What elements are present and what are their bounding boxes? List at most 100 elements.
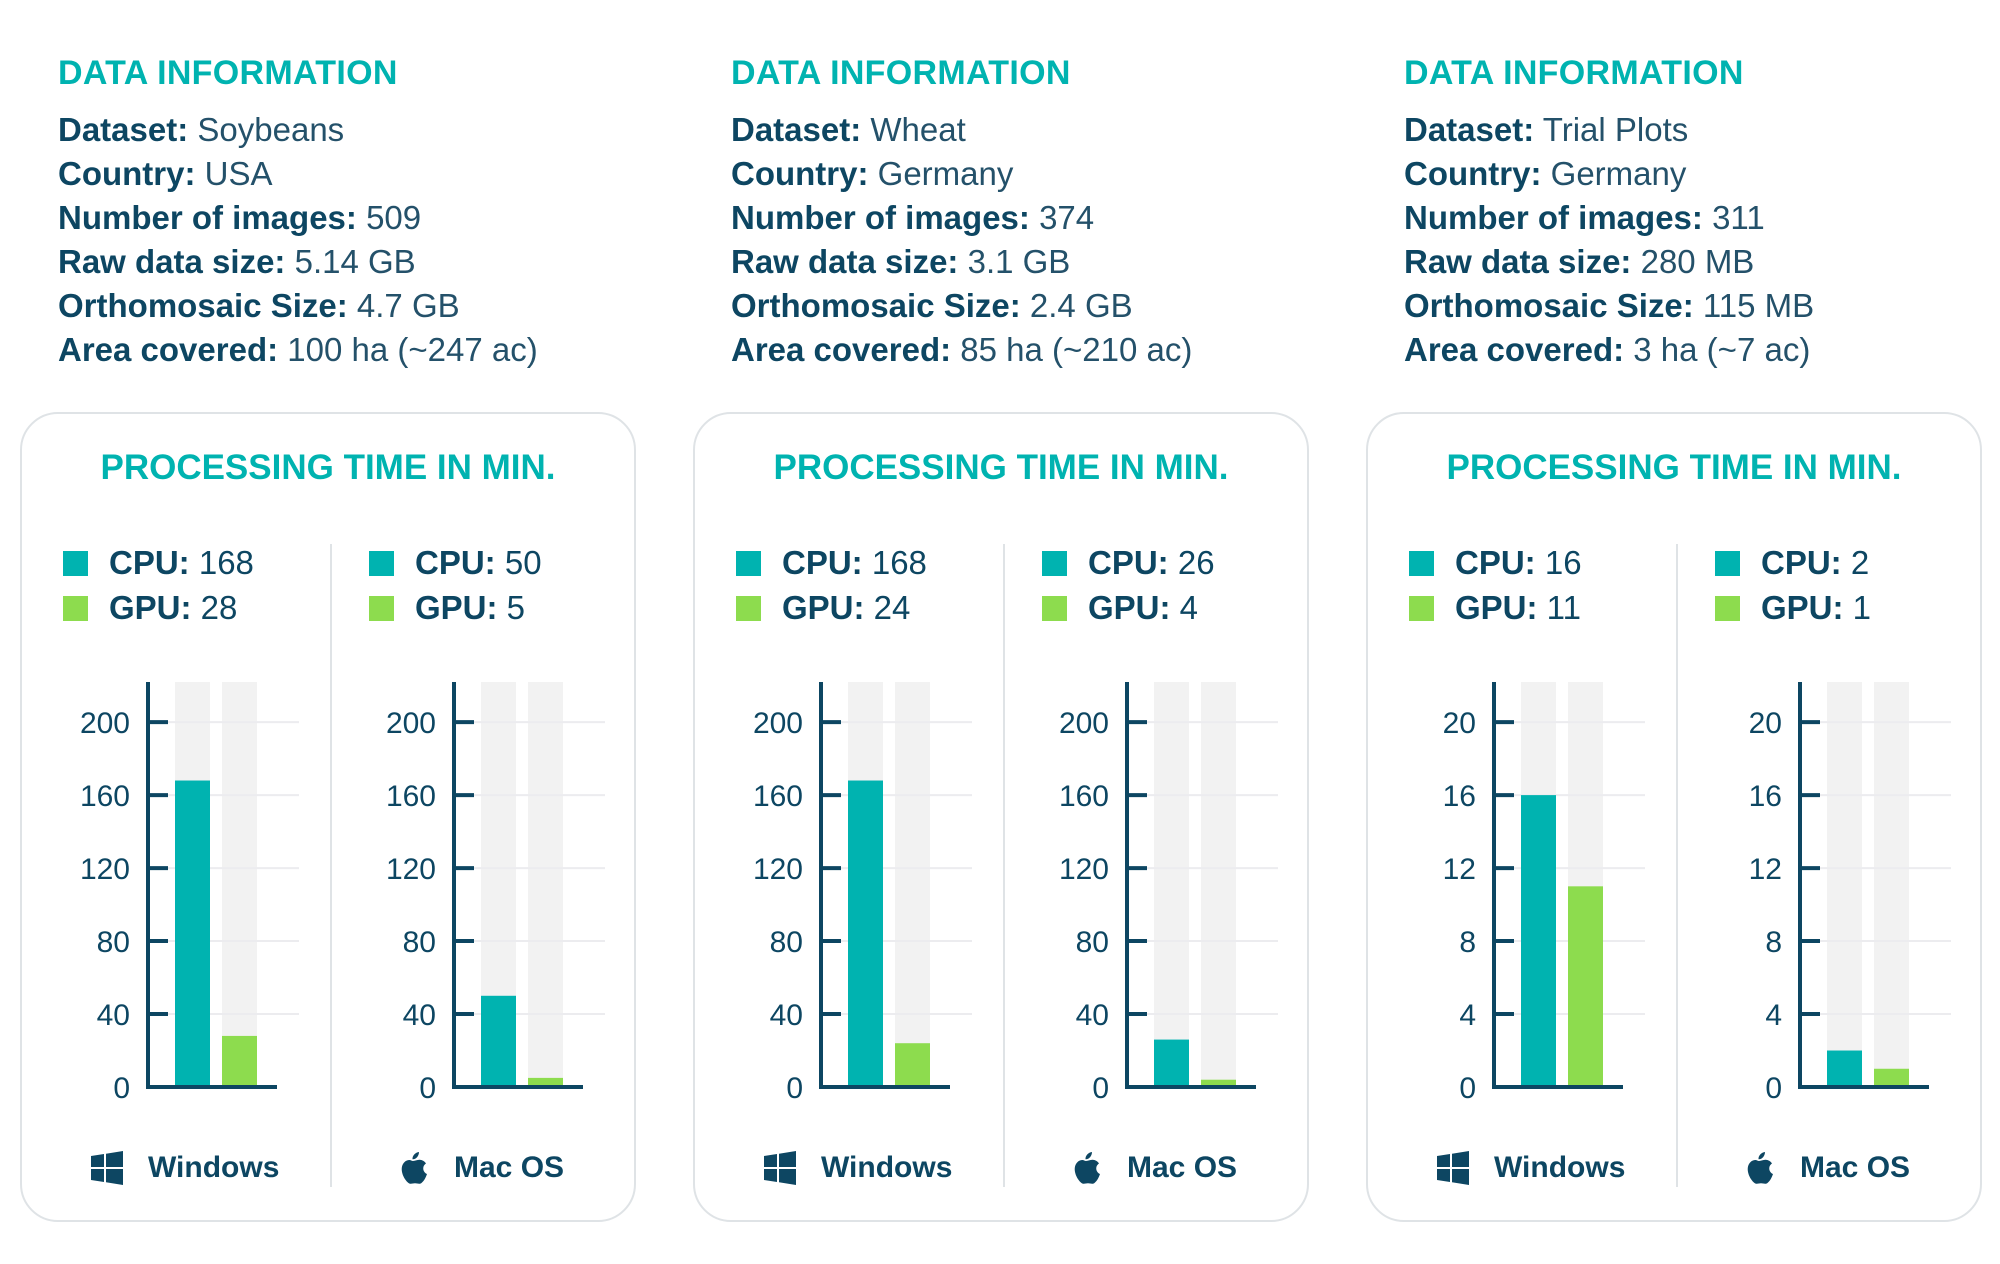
legend-value: 1 xyxy=(1852,589,1872,626)
legend-label: GPU: xyxy=(1088,589,1171,626)
info-value: USA xyxy=(204,155,273,192)
info-label: Orthomosaic Size: xyxy=(1404,287,1694,324)
os-chart-windows: CPU: 168 GPU: 24 0 40 80 120 160 200 Windows xyxy=(695,414,1001,1220)
info-value: 115 MB xyxy=(1702,287,1815,324)
y-tick-label: 160 xyxy=(753,780,803,813)
y-tick-label: 160 xyxy=(386,780,436,813)
legend-swatch xyxy=(369,551,394,576)
legend-label: GPU: xyxy=(415,589,498,626)
info-value: Soybeans xyxy=(197,111,345,148)
info-label: Number of images: xyxy=(731,199,1030,236)
legend-value: 16 xyxy=(1544,544,1582,581)
legend-text: GPU: 11 xyxy=(1455,588,1581,628)
info-row: Area covered: 85 ha (~210 ac) xyxy=(731,328,1192,372)
bar-chart: 0 40 80 120 160 200 xyxy=(1059,682,1278,1104)
bar-cpu xyxy=(1827,1050,1862,1087)
info-row: Number of images: 509 xyxy=(58,196,538,240)
bar-cpu xyxy=(1521,795,1556,1087)
apple-icon xyxy=(1074,1152,1100,1184)
bar-cpu xyxy=(1154,1039,1189,1087)
info-row: Orthomosaic Size: 2.4 GB xyxy=(731,284,1192,328)
legend-value: 2 xyxy=(1850,544,1870,581)
apple-icon xyxy=(401,1152,427,1184)
processing-time-card: PROCESSING TIME IN MIN. CPU: 168 GPU: 28 0 4… xyxy=(20,412,636,1222)
legend-value: 28 xyxy=(200,589,238,626)
legend-label: GPU: xyxy=(1455,589,1538,626)
y-tick-label: 0 xyxy=(1459,1072,1476,1104)
legend-value: 168 xyxy=(871,544,927,581)
bar-gpu xyxy=(1568,886,1603,1087)
info-value: Wheat xyxy=(870,111,966,148)
legend-swatch xyxy=(1042,551,1067,576)
divider xyxy=(1003,544,1005,1187)
processing-time-card: PROCESSING TIME IN MIN. CPU: 168 GPU: 24 0 4… xyxy=(693,412,1309,1222)
info-title: DATA INFORMATION xyxy=(731,54,1071,92)
y-tick-label: 0 xyxy=(1765,1072,1782,1104)
divider xyxy=(1676,544,1678,1187)
info-label: Number of images: xyxy=(1404,199,1703,236)
y-tick-label: 160 xyxy=(1059,780,1109,813)
y-tick-label: 8 xyxy=(1459,926,1476,959)
bar-track xyxy=(895,682,930,1087)
info-row: Dataset: Trial Plots xyxy=(1404,108,1814,152)
card-title: PROCESSING TIME IN MIN. xyxy=(773,448,1229,487)
bar-cpu xyxy=(848,780,883,1087)
info-label: Country: xyxy=(58,155,196,192)
bar-chart: 0 40 80 120 160 200 xyxy=(753,682,972,1104)
y-tick-label: 40 xyxy=(97,999,130,1032)
legend-text: CPU: 50 xyxy=(415,543,542,583)
info-label: Raw data size: xyxy=(731,243,959,280)
info-value: Germany xyxy=(1550,155,1687,192)
y-tick-label: 120 xyxy=(1059,853,1109,886)
legend-swatch xyxy=(736,596,761,621)
legend-swatch xyxy=(1409,596,1434,621)
os-chart-mac-os: CPU: 2 GPU: 1 0 4 8 12 16 20 Mac OS xyxy=(1674,414,1980,1220)
info-label: Number of images: xyxy=(58,199,357,236)
info-row: Area covered: 100 ha (~247 ac) xyxy=(58,328,538,372)
info-value: 2.4 GB xyxy=(1029,287,1133,324)
bar-chart: 0 40 80 120 160 200 xyxy=(386,682,605,1104)
info-value: Trial Plots xyxy=(1542,111,1689,148)
bar-cpu xyxy=(175,780,210,1087)
bar-gpu xyxy=(528,1077,563,1087)
y-tick-label: 20 xyxy=(1749,707,1782,740)
info-value: 100 ha (~247 ac) xyxy=(287,331,538,368)
y-tick-label: 120 xyxy=(753,853,803,886)
info-row: Number of images: 311 xyxy=(1404,196,1814,240)
os-label: Windows xyxy=(763,1146,952,1190)
legend-text: GPU: 5 xyxy=(415,588,525,628)
bar-track xyxy=(1874,682,1909,1087)
legend-text: CPU: 168 xyxy=(109,543,254,583)
bar-track xyxy=(222,682,257,1087)
bar-gpu xyxy=(222,1035,257,1087)
os-name: Windows xyxy=(1494,1151,1626,1184)
y-tick-label: 120 xyxy=(80,853,130,886)
legend-text: GPU: 24 xyxy=(782,588,910,628)
legend-value: 26 xyxy=(1177,544,1215,581)
info-value: 311 xyxy=(1712,199,1765,236)
card-title: PROCESSING TIME IN MIN. xyxy=(1446,448,1902,487)
info-row: Number of images: 374 xyxy=(731,196,1192,240)
legend-value: 50 xyxy=(504,544,542,581)
y-tick-label: 4 xyxy=(1765,999,1782,1032)
legend-text: GPU: 1 xyxy=(1761,588,1871,628)
data-information: DATA INFORMATION Dataset: Trial Plots Coun… xyxy=(1404,50,1814,372)
legend-value: 4 xyxy=(1179,589,1199,626)
legend-value: 168 xyxy=(198,544,254,581)
legend-swatch xyxy=(1409,551,1434,576)
os-name: Mac OS xyxy=(1800,1151,1911,1184)
y-tick-label: 4 xyxy=(1459,999,1476,1032)
info-value: 4.7 GB xyxy=(356,287,460,324)
bar-chart: 0 4 8 12 16 20 xyxy=(1443,682,1645,1104)
y-tick-label: 80 xyxy=(770,926,803,959)
info-value: 280 MB xyxy=(1640,243,1755,280)
bar-cpu xyxy=(481,995,516,1087)
legend-text: GPU: 28 xyxy=(109,588,237,628)
info-value: Germany xyxy=(877,155,1014,192)
y-tick-label: 0 xyxy=(113,1072,130,1104)
y-tick-label: 0 xyxy=(786,1072,803,1104)
legend-swatch xyxy=(63,551,88,576)
legend-label: GPU: xyxy=(109,589,192,626)
y-tick-label: 160 xyxy=(80,780,130,813)
y-tick-label: 200 xyxy=(753,707,803,740)
